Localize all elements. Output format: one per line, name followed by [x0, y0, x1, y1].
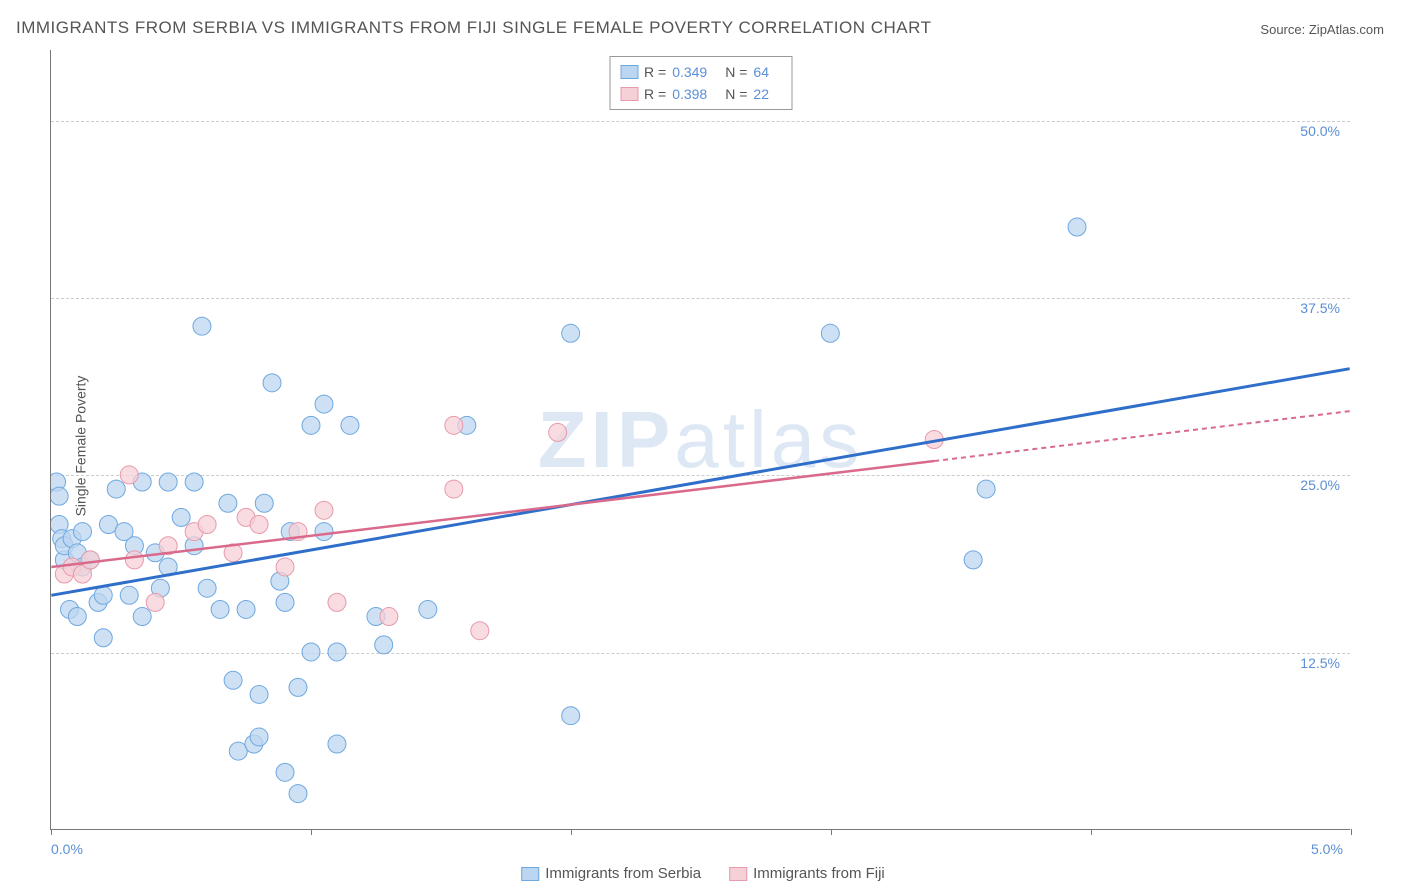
data-point: [198, 579, 216, 597]
r-value: 0.349: [672, 61, 707, 83]
data-point: [237, 600, 255, 618]
data-point: [74, 523, 92, 541]
data-point: [471, 622, 489, 640]
data-point: [120, 466, 138, 484]
n-label: N =: [725, 61, 747, 83]
data-point: [977, 480, 995, 498]
data-point: [68, 608, 86, 626]
source-link[interactable]: ZipAtlas.com: [1309, 22, 1384, 37]
legend-swatch: [521, 867, 539, 881]
data-point: [315, 395, 333, 413]
data-point: [562, 324, 580, 342]
data-point: [328, 593, 346, 611]
data-point: [302, 416, 320, 434]
data-point: [964, 551, 982, 569]
data-point: [133, 608, 151, 626]
data-point: [562, 707, 580, 725]
legend-swatch: [620, 87, 638, 101]
series-name: Immigrants from Serbia: [545, 865, 701, 882]
scatter-svg: [51, 50, 1350, 829]
plot-area: ZIPatlas R = 0.349 N = 64 R = 0.398 N = …: [50, 50, 1350, 830]
data-point: [315, 501, 333, 519]
r-value: 0.398: [672, 83, 707, 105]
x-tick: [571, 829, 572, 835]
data-point: [94, 586, 112, 604]
x-tick: [311, 829, 312, 835]
data-point: [1068, 218, 1086, 236]
n-label: N =: [725, 83, 747, 105]
data-point: [94, 629, 112, 647]
data-point: [211, 600, 229, 618]
data-point: [255, 494, 273, 512]
data-point: [219, 494, 237, 512]
data-point: [81, 551, 99, 569]
data-point: [419, 600, 437, 618]
x-tick: [1351, 829, 1352, 835]
data-point: [549, 423, 567, 441]
n-value: 22: [753, 83, 769, 105]
data-point: [250, 515, 268, 533]
r-label: R =: [644, 61, 666, 83]
data-point: [445, 416, 463, 434]
source-prefix: Source:: [1260, 22, 1305, 37]
data-point: [315, 523, 333, 541]
data-point: [250, 728, 268, 746]
series-name: Immigrants from Fiji: [753, 865, 885, 882]
legend-swatch: [729, 867, 747, 881]
series-legend: Immigrants from Serbia Immigrants from F…: [521, 865, 885, 882]
data-point: [125, 551, 143, 569]
data-point: [328, 643, 346, 661]
legend-swatch: [620, 65, 638, 79]
data-point: [159, 473, 177, 491]
x-tick: [51, 829, 52, 835]
data-point: [263, 374, 281, 392]
data-point: [380, 608, 398, 626]
x-tick: [831, 829, 832, 835]
chart-title: IMMIGRANTS FROM SERBIA VS IMMIGRANTS FRO…: [16, 18, 931, 38]
data-point: [289, 678, 307, 696]
data-point: [445, 480, 463, 498]
data-point: [375, 636, 393, 654]
trend-line-dashed: [934, 411, 1349, 461]
data-point: [107, 480, 125, 498]
data-point: [198, 515, 216, 533]
trend-line: [51, 369, 1349, 596]
source-label: Source: ZipAtlas.com: [1260, 22, 1384, 37]
legend-row: R = 0.398 N = 22: [620, 83, 781, 105]
x-tick: [1091, 829, 1092, 835]
data-point: [250, 685, 268, 703]
data-point: [172, 508, 190, 526]
x-tick-label: 5.0%: [1311, 841, 1343, 857]
data-point: [276, 558, 294, 576]
data-point: [185, 473, 203, 491]
data-point: [341, 416, 359, 434]
n-value: 64: [753, 61, 769, 83]
data-point: [146, 593, 164, 611]
data-point: [289, 785, 307, 803]
data-point: [51, 487, 68, 505]
correlation-legend: R = 0.349 N = 64 R = 0.398 N = 22: [609, 56, 792, 110]
data-point: [120, 586, 138, 604]
data-point: [328, 735, 346, 753]
x-tick-label: 0.0%: [51, 841, 83, 857]
data-point: [276, 593, 294, 611]
data-point: [821, 324, 839, 342]
data-point: [193, 317, 211, 335]
r-label: R =: [644, 83, 666, 105]
legend-row: R = 0.349 N = 64: [620, 61, 781, 83]
legend-item: Immigrants from Serbia: [521, 865, 701, 882]
data-point: [276, 763, 294, 781]
data-point: [224, 671, 242, 689]
data-point: [302, 643, 320, 661]
legend-item: Immigrants from Fiji: [729, 865, 885, 882]
